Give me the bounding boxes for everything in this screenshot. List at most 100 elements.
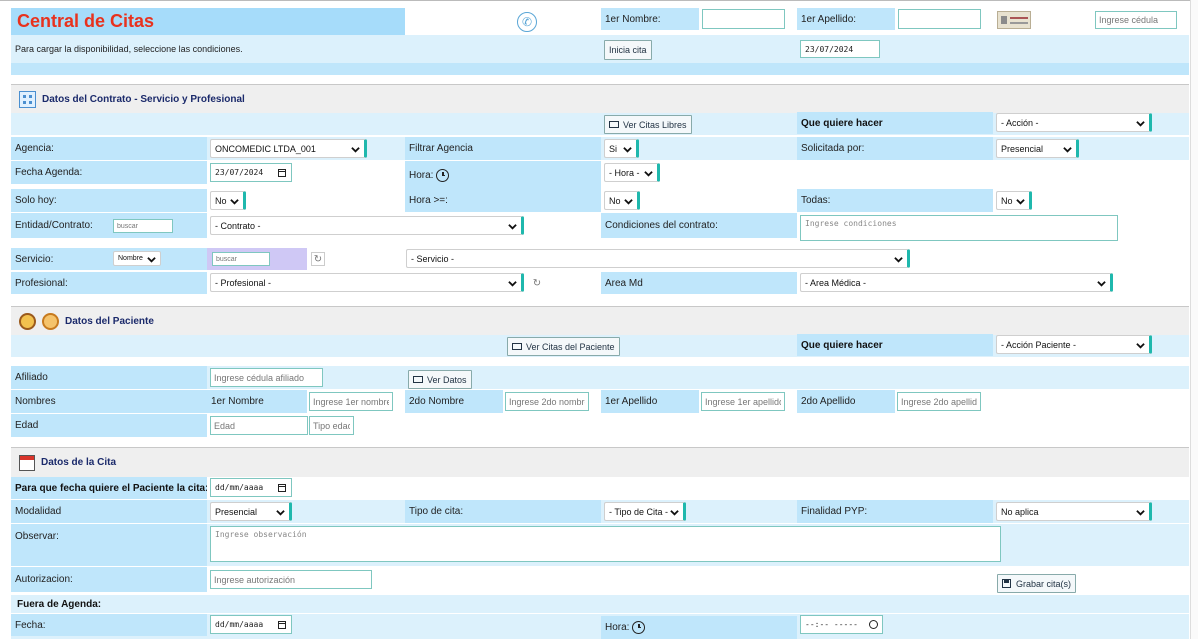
monitor-icon <box>413 376 423 383</box>
desired-date-input[interactable]: dd/mm/aaaa <box>210 478 292 497</box>
contract-conditions-input[interactable] <box>800 215 1118 241</box>
patient-first-name-input[interactable] <box>309 392 393 411</box>
only-today-label: Solo hoy: <box>11 189 207 212</box>
hour-gte-label: Hora >=: <box>405 189 601 212</box>
instructions-row: Para cargar la disponibilidad, seleccion… <box>11 35 1189 63</box>
patient-what-to-do-label: Que quiere hacer <box>797 334 993 356</box>
start-appointment-button[interactable]: Inicia cita <box>604 40 652 60</box>
patient-action-select[interactable]: - Acción Paciente - <box>996 335 1152 354</box>
patient-second-name-input[interactable] <box>505 392 589 411</box>
age-type-input[interactable] <box>309 416 354 435</box>
agency-select[interactable]: ONCOMEDIC LTDA_001 <box>210 139 367 158</box>
entity-label: Entidad/Contrato: <box>11 213 207 238</box>
service-filter-select[interactable]: Nombre <box>113 251 161 266</box>
app-title-bar: Central de Citas <box>11 8 405 35</box>
age-label: Edad <box>11 414 207 437</box>
phone-icon[interactable]: ✆ <box>517 12 537 32</box>
hour-label: Hora: <box>405 161 601 189</box>
out-hour-input[interactable]: --:-- ----- <box>800 615 883 634</box>
refresh-professional-icon[interactable]: ↻ <box>532 277 542 289</box>
first-surname-input[interactable] <box>898 9 981 29</box>
hour-select[interactable]: - Hora - <box>604 163 660 182</box>
filter-agency-select[interactable]: Si <box>604 139 639 158</box>
names-label: Nombres <box>11 390 207 413</box>
save-icon <box>1002 579 1011 588</box>
age-input[interactable] <box>210 416 308 435</box>
girl-face-icon <box>19 313 36 330</box>
appointment-type-label: Tipo de cita: <box>405 500 601 523</box>
refresh-icon[interactable]: ↻ <box>311 252 325 266</box>
requested-by-label: Solicitada por: <box>797 137 993 160</box>
first-name-input[interactable] <box>702 9 785 29</box>
modality-label: Modalidad <box>11 500 207 523</box>
authorization-input[interactable] <box>210 570 372 589</box>
medical-area-select[interactable]: - Area Médica - <box>800 273 1113 292</box>
only-today-select[interactable]: No <box>210 191 246 210</box>
observe-label: Observar: <box>11 524 207 566</box>
second-surname-sublabel: 2do Apellido <box>797 390 895 413</box>
first-surname-sublabel: 1er Apellido <box>601 390 699 413</box>
right-scroll-edge <box>1190 0 1198 639</box>
appointment-type-select[interactable]: - Tipo de Cita - <box>604 502 686 521</box>
service-search-input[interactable] <box>212 252 270 266</box>
out-of-schedule-row <box>11 614 1189 639</box>
schedule-date-input[interactable]: 23/07/2024 <box>210 163 292 182</box>
monitor-icon <box>609 121 619 128</box>
observe-input[interactable] <box>210 526 1001 562</box>
what-to-do-label: Que quiere hacer <box>797 112 993 134</box>
patient-second-surname-input[interactable] <box>897 392 981 411</box>
first-name-label: 1er Nombre: <box>601 8 699 30</box>
header-date-field[interactable]: 23/07/2024 <box>800 40 880 58</box>
calendar-icon <box>278 169 286 177</box>
professional-label: Profesional: <box>11 272 207 294</box>
service-select[interactable]: - Servicio - <box>406 249 910 268</box>
professional-select[interactable]: - Profesional - <box>210 273 524 292</box>
requested-by-select[interactable]: Presencial <box>996 139 1079 158</box>
all-label: Todas: <box>797 189 993 212</box>
boy-face-icon <box>42 313 59 330</box>
out-hour-label: Hora: <box>601 616 797 639</box>
affiliate-label: Afiliado <box>11 366 207 389</box>
action-select[interactable]: - Acción - <box>996 113 1152 132</box>
free-appointments-button[interactable]: Ver Citas Libres <box>604 115 692 134</box>
view-data-button[interactable]: Ver Datos <box>408 370 472 389</box>
service-label: Servicio: <box>11 248 207 270</box>
instructions-text: Para cargar la disponibilidad, seleccion… <box>15 44 243 54</box>
patient-first-surname-input[interactable] <box>701 392 785 411</box>
contract-section-header: Datos del Contrato - Servicio y Profesio… <box>11 84 1189 114</box>
schedule-date-label: Fecha Agenda: <box>11 161 207 184</box>
patient-section-header: Datos del Paciente <box>11 306 1189 336</box>
medical-area-label: Area Md <box>601 272 797 294</box>
save-appointment-button[interactable]: Grabar cita(s) <box>997 574 1077 593</box>
contract-section-title: Datos del Contrato - Servicio y Profesio… <box>42 94 245 105</box>
patient-section-title: Datos del Paciente <box>65 316 154 327</box>
hour-gte-select[interactable]: No <box>604 191 640 210</box>
app-title: Central de Citas <box>17 11 155 31</box>
all-select[interactable]: No <box>996 191 1032 210</box>
building-icon <box>19 91 36 108</box>
clock-icon <box>436 168 450 182</box>
entity-search-input[interactable] <box>113 219 173 233</box>
appointment-section-header: Datos de la Cita <box>11 447 1189 477</box>
pyp-purpose-label: Finalidad PYP: <box>797 500 993 523</box>
first-surname-label: 1er Apellido: <box>797 8 895 30</box>
second-name-sublabel: 2do Nombre <box>405 390 503 413</box>
top-border <box>0 0 1198 4</box>
clock-icon <box>869 620 878 629</box>
id-number-input[interactable] <box>1095 11 1177 29</box>
out-date-input[interactable]: dd/mm/aaaa <box>210 615 292 634</box>
desired-date-label: Para que fecha quiere el Paciente la cit… <box>11 477 207 499</box>
pyp-purpose-select[interactable]: No aplica <box>996 502 1152 521</box>
calendar-icon <box>19 454 35 471</box>
contract-select[interactable]: - Contrato - <box>210 216 524 235</box>
patient-appointments-button[interactable]: Ver Citas del Paciente <box>507 337 620 356</box>
calendar-icon <box>278 484 286 492</box>
modality-select[interactable]: Presencial <box>210 502 292 521</box>
affiliate-input[interactable] <box>210 368 323 387</box>
out-of-schedule-label: Fuera de Agenda: <box>11 595 1189 613</box>
appointment-section-title: Datos de la Cita <box>41 457 117 468</box>
clock-icon <box>632 621 646 634</box>
id-card-icon <box>997 11 1031 29</box>
calendar-icon <box>278 621 286 629</box>
monitor-icon <box>512 343 522 350</box>
